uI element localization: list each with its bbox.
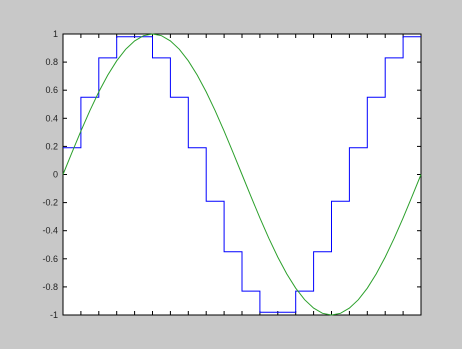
y-tick-label: -1 <box>50 310 58 320</box>
y-tick-label: 0.4 <box>45 113 58 123</box>
sine-line-series <box>62 33 422 316</box>
y-tick-label: 0.8 <box>45 57 58 67</box>
y-tick-label: 1 <box>53 29 58 39</box>
y-tick-label: 0.6 <box>45 85 58 95</box>
labels-layer: -1 -0.8 -0.6 -0.4 -0.2 0 0.2 0.4 0.6 0.8 1 <box>42 29 58 320</box>
stairs-series <box>63 36 421 313</box>
y-tick-label: -0.4 <box>42 226 58 236</box>
y-tick-label: -0.2 <box>42 198 58 208</box>
ticks-layer <box>62 33 422 316</box>
y-tick-label: -0.6 <box>42 254 58 264</box>
y-tick-label: -0.8 <box>42 282 58 292</box>
y-tick-label: 0.2 <box>45 141 58 151</box>
y-tick-label: 0 <box>53 170 58 180</box>
series-layer <box>62 33 422 316</box>
